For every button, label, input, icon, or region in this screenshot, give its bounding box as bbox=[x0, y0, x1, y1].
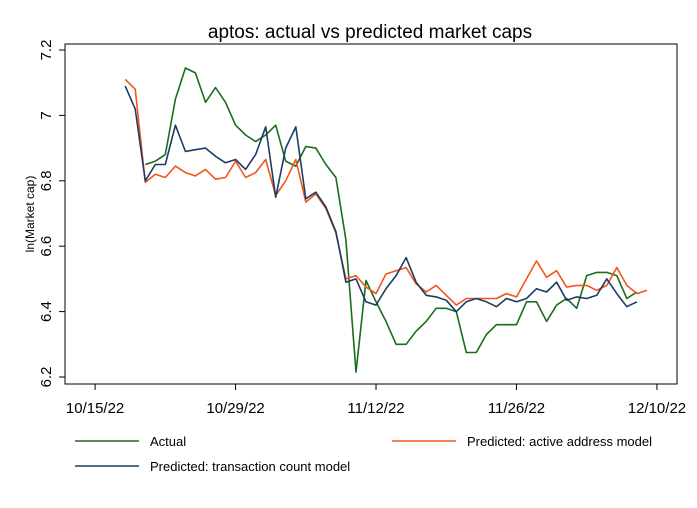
y-axis: 6.2 6.4 6.6 6.8 7 7.2 bbox=[38, 40, 65, 388]
y-tick-label: 6.2 bbox=[38, 367, 55, 388]
plot-frame bbox=[64, 43, 678, 385]
y-tick-label: 6.6 bbox=[38, 236, 55, 257]
series-line-actual bbox=[145, 67, 638, 373]
x-tick-label: 10/15/22 bbox=[66, 400, 124, 417]
series-line-predicted-transaction-count-model bbox=[124, 85, 638, 313]
legend-label: Predicted: transaction count model bbox=[150, 459, 350, 474]
y-tick-label: 6.8 bbox=[38, 170, 55, 191]
chart-title: aptos: actual vs predicted market caps bbox=[208, 22, 532, 43]
y-tick-label: 6.4 bbox=[38, 301, 55, 322]
y-tick-label: 7 bbox=[38, 111, 55, 119]
x-tick-label: 10/29/22 bbox=[206, 400, 264, 417]
y-axis-label: ln(Market cap) bbox=[23, 176, 37, 253]
x-tick-label: 11/12/22 bbox=[347, 400, 404, 417]
x-tick-label: 12/10/22 bbox=[628, 400, 686, 417]
series-line-predicted-active-address-model bbox=[124, 78, 648, 306]
series-group bbox=[124, 67, 648, 373]
legend-label: Actual bbox=[150, 434, 186, 449]
x-axis: 10/15/22 10/29/22 11/12/22 11/26/22 12/10/22 bbox=[66, 384, 686, 417]
x-tick-label: 11/26/22 bbox=[488, 400, 545, 417]
legend-label: Predicted: active address model bbox=[467, 434, 652, 449]
y-tick-label: 7.2 bbox=[38, 40, 55, 61]
legend: Actual Predicted: active address model Pre… bbox=[75, 434, 652, 474]
